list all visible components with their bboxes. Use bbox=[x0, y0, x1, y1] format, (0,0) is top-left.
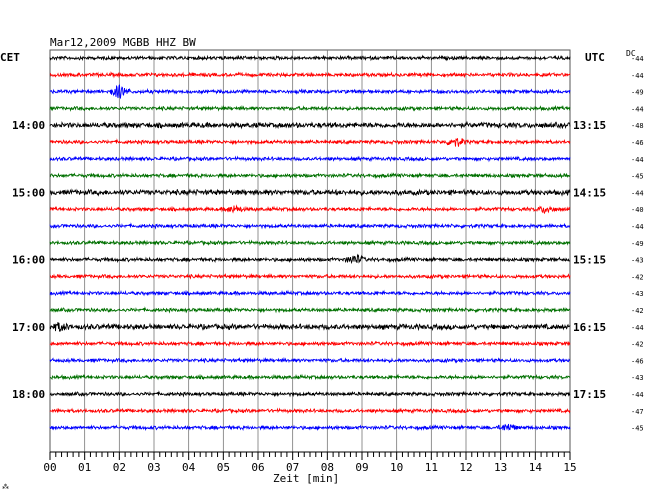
cet-hour-label: 18:00 bbox=[12, 388, 45, 401]
cet-hour-label: 15:00 bbox=[12, 186, 45, 199]
x-tick-label: 08 bbox=[321, 461, 334, 474]
dc-offset-label: -46 bbox=[631, 139, 644, 147]
x-tick-label: 01 bbox=[78, 461, 91, 474]
trace-row bbox=[49, 356, 571, 364]
trace-row bbox=[49, 172, 571, 180]
x-tick-label: 07 bbox=[286, 461, 299, 474]
x-tick-label: 04 bbox=[182, 461, 196, 474]
trace-row bbox=[49, 239, 571, 247]
trace-row bbox=[49, 373, 571, 381]
trace-row bbox=[49, 289, 571, 297]
trace-row bbox=[49, 104, 571, 112]
utc-hour-label: 13:15 bbox=[573, 119, 606, 132]
x-tick-label: 15 bbox=[563, 461, 576, 474]
trace-row bbox=[49, 390, 571, 398]
dc-offset-label: -49 bbox=[631, 240, 644, 248]
dc-offset-label: -44 bbox=[631, 391, 644, 399]
dc-label: DC bbox=[626, 49, 636, 58]
dc-offset-label: -43 bbox=[631, 257, 644, 265]
x-tick-label: 00 bbox=[43, 461, 56, 474]
dc-offset-label: -44 bbox=[631, 105, 644, 113]
plot-frame bbox=[49, 49, 571, 453]
trace-row bbox=[49, 155, 571, 163]
x-tick-label: 12 bbox=[459, 461, 472, 474]
x-axis: 00 01 02 03 04 05 06 07 08 09 10 11 12 13 14 15 bbox=[43, 451, 577, 474]
x-tick-label: 10 bbox=[390, 461, 403, 474]
dc-offset-label: -46 bbox=[631, 357, 644, 365]
x-tick-label: 14 bbox=[529, 461, 543, 474]
dc-offset-label: -47 bbox=[631, 408, 644, 416]
x-tick-label: 09 bbox=[355, 461, 368, 474]
trace-row bbox=[49, 71, 571, 79]
cet-hour-label: 16:00 bbox=[12, 254, 45, 267]
trace-row bbox=[49, 407, 571, 415]
utc-hour-label: 17:15 bbox=[573, 388, 606, 401]
dc-offset-label: -40 bbox=[631, 206, 644, 214]
x-tick-label: 13 bbox=[494, 461, 507, 474]
dc-offset-label: -48 bbox=[631, 122, 644, 130]
trace-row bbox=[49, 322, 571, 332]
utc-hour-label: 14:15 bbox=[573, 186, 606, 199]
trace-row bbox=[50, 253, 571, 265]
x-tick-label: 05 bbox=[217, 461, 230, 474]
trace-row bbox=[49, 84, 571, 100]
dc-offset-label: -44 bbox=[631, 156, 644, 164]
cet-axis-label: CET bbox=[0, 51, 20, 64]
hour-labels: 14:00 15:00 16:00 17:00 18:00 13:15 14:15 15:15… bbox=[12, 55, 644, 433]
trace-area bbox=[49, 54, 571, 432]
dc-offset-label: -42 bbox=[631, 307, 644, 315]
x-tick-label: 11 bbox=[425, 461, 438, 474]
trace-row bbox=[49, 423, 571, 432]
trace-row bbox=[49, 340, 571, 348]
dc-offset-label: -45 bbox=[631, 425, 644, 433]
x-tick-label: 06 bbox=[251, 461, 264, 474]
dc-offset-label: -44 bbox=[631, 324, 644, 332]
x-tick-label: 03 bbox=[147, 461, 160, 474]
trace-row bbox=[49, 222, 571, 230]
dc-offset-label: -44 bbox=[631, 55, 644, 63]
dc-offset-label: -44 bbox=[631, 189, 644, 197]
dc-offset-label: -44 bbox=[631, 223, 644, 231]
cet-hour-label: 14:00 bbox=[12, 119, 45, 132]
cet-hour-label: 17:00 bbox=[12, 321, 45, 334]
trace-row bbox=[49, 138, 571, 147]
dc-offset-label: -49 bbox=[631, 89, 644, 97]
dc-offset-label: -45 bbox=[631, 173, 644, 181]
trace-row bbox=[49, 272, 571, 280]
x-axis-label: Zeit [min] bbox=[273, 472, 339, 485]
dc-offset-label: -42 bbox=[631, 341, 644, 349]
chart-title: Mar12,2009 MGBB HHZ BW bbox=[50, 36, 196, 49]
trace-row bbox=[49, 204, 571, 215]
trace-row bbox=[49, 306, 571, 314]
trace-row bbox=[49, 120, 571, 130]
trace-row bbox=[49, 188, 571, 197]
time-grid bbox=[49, 49, 571, 453]
utc-axis-label: UTC bbox=[585, 51, 605, 64]
x-tick-label: 02 bbox=[113, 461, 126, 474]
trace-row bbox=[49, 54, 571, 62]
utc-hour-label: 15:15 bbox=[573, 254, 606, 267]
utc-hour-label: 16:15 bbox=[573, 321, 606, 334]
dc-offset-label: -43 bbox=[631, 290, 644, 298]
dc-offset-label: -44 bbox=[631, 72, 644, 80]
footer-mark: ⁂ bbox=[2, 483, 9, 491]
dc-offset-label: -42 bbox=[631, 273, 644, 281]
dc-offset-label: -43 bbox=[631, 374, 644, 382]
